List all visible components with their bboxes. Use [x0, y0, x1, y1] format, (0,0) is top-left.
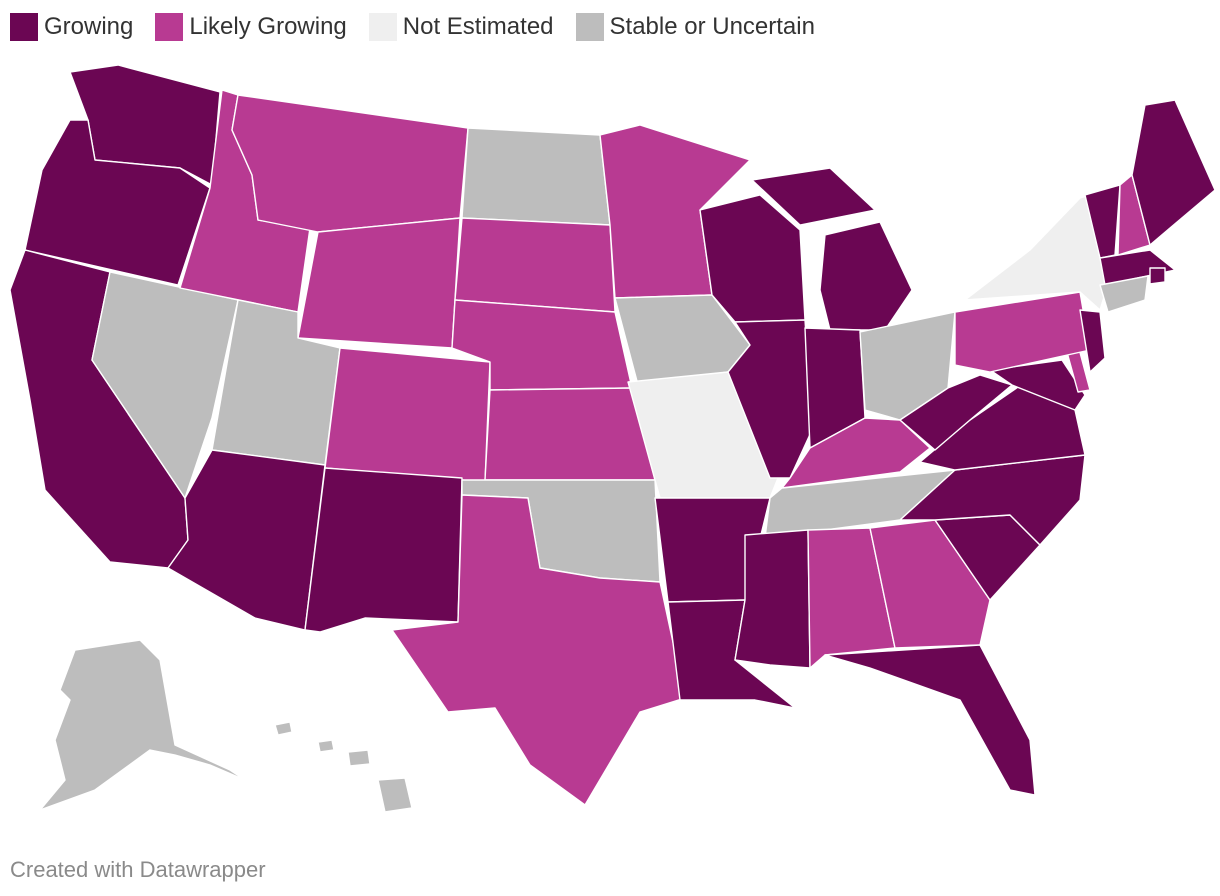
state-alaska [39, 639, 246, 811]
state-massachusetts [1099, 249, 1176, 286]
state-montana [231, 94, 469, 233]
legend-item-growing: Growing [10, 13, 133, 41]
state-north-dakota [461, 127, 611, 226]
legend-item-likely-growing: Likely Growing [155, 13, 347, 41]
legend-item-not-estimated: Not Estimated [368, 13, 554, 41]
state-georgia [869, 519, 991, 649]
legend-swatch-growing [10, 13, 38, 41]
state-new-jersey [1079, 309, 1106, 373]
state-wyoming [297, 217, 461, 349]
state-texas [391, 494, 686, 806]
state-south-dakota [454, 217, 616, 313]
legend: Growing Likely Growing Not Estimated Sta… [10, 10, 837, 44]
legend-label-growing: Growing [44, 13, 134, 40]
legend-swatch-not-estimated [368, 13, 397, 41]
state-colorado [324, 347, 491, 483]
state-hawaii [274, 721, 413, 813]
legend-label-not-estimated: Not Estimated [402, 13, 554, 40]
state-florida [824, 644, 1036, 796]
state-alabama [807, 527, 896, 669]
map-credit: Created with Datawrapper [10, 857, 266, 882]
state-mississippi [734, 529, 811, 669]
legend-item-stable-or-uncertain: Stable or Uncertain [575, 13, 815, 41]
state-maryland [989, 359, 1086, 411]
state-connecticut [1099, 275, 1149, 313]
legend-label-stable-or-uncertain: Stable or Uncertain [609, 13, 815, 40]
state-new-mexico [304, 467, 463, 633]
legend-swatch-likely-growing [155, 13, 184, 41]
state-maine [1131, 99, 1216, 246]
us-states-map [9, 64, 1216, 813]
state-kansas [484, 387, 656, 481]
legend-label-likely-growing: Likely Growing [189, 13, 347, 40]
state-pennsylvania [954, 291, 1091, 373]
legend-swatch-stable-or-uncertain [575, 13, 604, 41]
state-rhode-island [1149, 267, 1166, 285]
